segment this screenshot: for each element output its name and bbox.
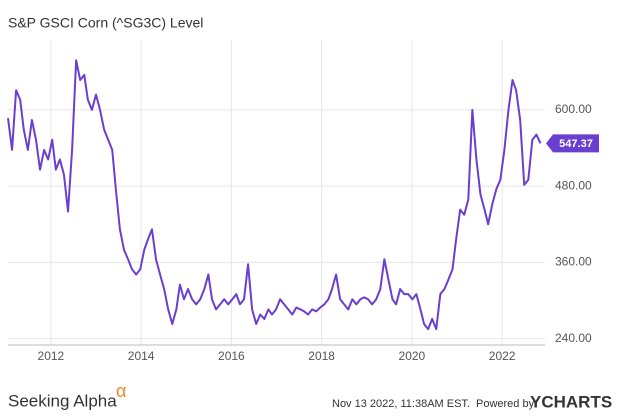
brand-mark: α (116, 381, 126, 401)
plot-area: 240.00 360.00 480.00 600.00 2012 2014 2016 2018… (7, 40, 599, 363)
x-tick-label: 2016 (218, 349, 245, 363)
x-tick-label: 2022 (489, 349, 516, 363)
brand: Seeking Alpha (8, 391, 117, 410)
x-tick-label: 2014 (128, 349, 155, 363)
y-tick-label: 240.00 (555, 331, 592, 345)
y-tick-label: 600.00 (555, 102, 592, 116)
timestamp: Nov 13 2022, 11:38AM EST. (332, 398, 470, 410)
chart-title: S&P GSCI Corn (^SG3C) Level (8, 15, 203, 31)
last-value-label: 547.37 (559, 138, 593, 150)
price-line (7, 59, 542, 331)
y-tick-label: 480.00 (555, 178, 592, 192)
x-tick-label: 2018 (308, 349, 335, 363)
y-tick-label: 360.00 (555, 255, 592, 269)
last-value-tag: 547.37 (546, 134, 599, 153)
x-tick-label: 2020 (399, 349, 426, 363)
provider-logo: YCHARTS (530, 392, 612, 411)
powered-by: Powered by (476, 398, 535, 410)
x-tick-label: 2012 (38, 349, 65, 363)
last-value-badge (546, 134, 599, 153)
